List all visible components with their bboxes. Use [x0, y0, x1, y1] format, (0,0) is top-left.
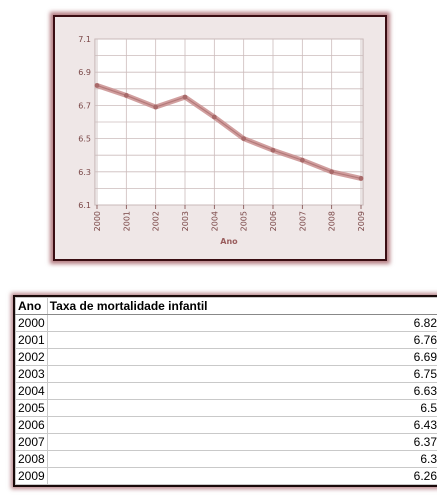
series-line-group [94, 82, 364, 181]
x-axis-title: Ano [220, 237, 238, 246]
table-cell-year: 2001 [15, 331, 48, 349]
x-tick-label: 2001 [122, 211, 131, 231]
x-tick-label: 2000 [93, 211, 102, 231]
table-row: 2008 6.3 [15, 450, 437, 468]
data-point [358, 176, 364, 181]
y-tick-label: 7.1 [78, 35, 91, 44]
table-body: 2000 6.82 2001 6.76 2002 6.69 2003 6.75 2004 6.63… [15, 314, 437, 485]
table-cell-rate: 6.82 [46, 314, 437, 332]
table-cell-rate: 6.43 [46, 416, 437, 434]
x-tick-label: 2009 [357, 211, 366, 231]
table-cell-rate: 6.37 [46, 433, 437, 451]
table-row: 2003 6.75 [15, 365, 437, 383]
x-tick-label: 2003 [181, 211, 190, 231]
table-row: 2001 6.76 [15, 331, 437, 349]
table-cell-year: 2008 [15, 450, 48, 468]
table-row: 2004 6.63 [15, 382, 437, 400]
x-tick-label: 2006 [269, 211, 278, 231]
data-point [329, 169, 335, 175]
x-tick-label: 2008 [328, 211, 337, 231]
table-cell-rate: 6.5 [46, 399, 437, 417]
table-cell-year: 2002 [15, 348, 48, 366]
table-cell-rate: 6.69 [46, 348, 437, 366]
table-cell-year: 2003 [15, 365, 48, 383]
chart-panel: 6.1 6.3 6.5 6.7 6.9 7.1 2000 2001 2002 2003 2004 2… [53, 15, 387, 261]
header-rate: Taxa de mortalidade infantil [46, 297, 437, 315]
y-tick-label: 6.9 [78, 68, 91, 77]
table-cell-rate: 6.26 [46, 467, 437, 485]
table-row: 2007 6.37 [15, 433, 437, 451]
y-tick-label: 6.7 [78, 101, 91, 110]
x-tick-label: 2007 [298, 211, 307, 231]
table-cell-year: 2007 [15, 433, 48, 451]
data-point [123, 93, 129, 98]
table-cell-rate: 6.75 [46, 365, 437, 383]
table-cell-year: 2005 [15, 399, 48, 417]
x-axis-ticks: 2000 2001 2002 2003 2004 2005 2006 2007 2008 2009 [93, 205, 366, 231]
data-point [182, 94, 188, 100]
y-tick-label: 6.1 [78, 201, 91, 210]
header-year: Ano [15, 297, 48, 315]
table-row: 2006 6.43 [15, 416, 437, 434]
table-row: 2000 6.82 [15, 314, 437, 332]
x-tick-label: 2005 [240, 211, 249, 231]
table-cell-rate: 6.3 [46, 450, 437, 468]
table-row: 2002 6.69 [15, 348, 437, 366]
data-table-panel: Ano Taxa de mortalidade infantil 2000 6.8… [13, 295, 437, 487]
data-point [153, 104, 159, 110]
x-tick-label: 2002 [152, 211, 161, 231]
table-row: 2009 6.26 [15, 467, 437, 485]
data-point [299, 157, 305, 163]
line-chart: 6.16.36.56.76.97.1 2000 2001 2002 2003 2004 2… [78, 35, 366, 246]
data-table: Ano Taxa de mortalidade infantil 2000 6.8… [15, 297, 437, 485]
table-cell-rate: 6.63 [46, 382, 437, 400]
data-point [211, 114, 217, 120]
grid-lines [95, 38, 363, 206]
data-point [241, 136, 247, 141]
y-tick-label: 6.3 [78, 168, 91, 177]
series-line-core [96, 84, 362, 180]
y-tick-label: 6.5 [78, 135, 91, 144]
x-tick-label: 2004 [210, 211, 219, 231]
table-cell-rate: 6.76 [46, 331, 437, 349]
data-point [270, 147, 276, 153]
data-point [94, 83, 100, 88]
table-cell-year: 2000 [15, 314, 48, 332]
table-header-row: Ano Taxa de mortalidade infantil [15, 297, 437, 315]
table-cell-year: 2009 [15, 467, 48, 485]
table-cell-year: 2006 [15, 416, 48, 434]
y-axis-ticks: 6.1 6.3 6.5 6.7 6.9 7.1 [78, 35, 91, 210]
table-row: 2005 6.5 [15, 399, 437, 417]
table-cell-year: 2004 [15, 382, 48, 400]
